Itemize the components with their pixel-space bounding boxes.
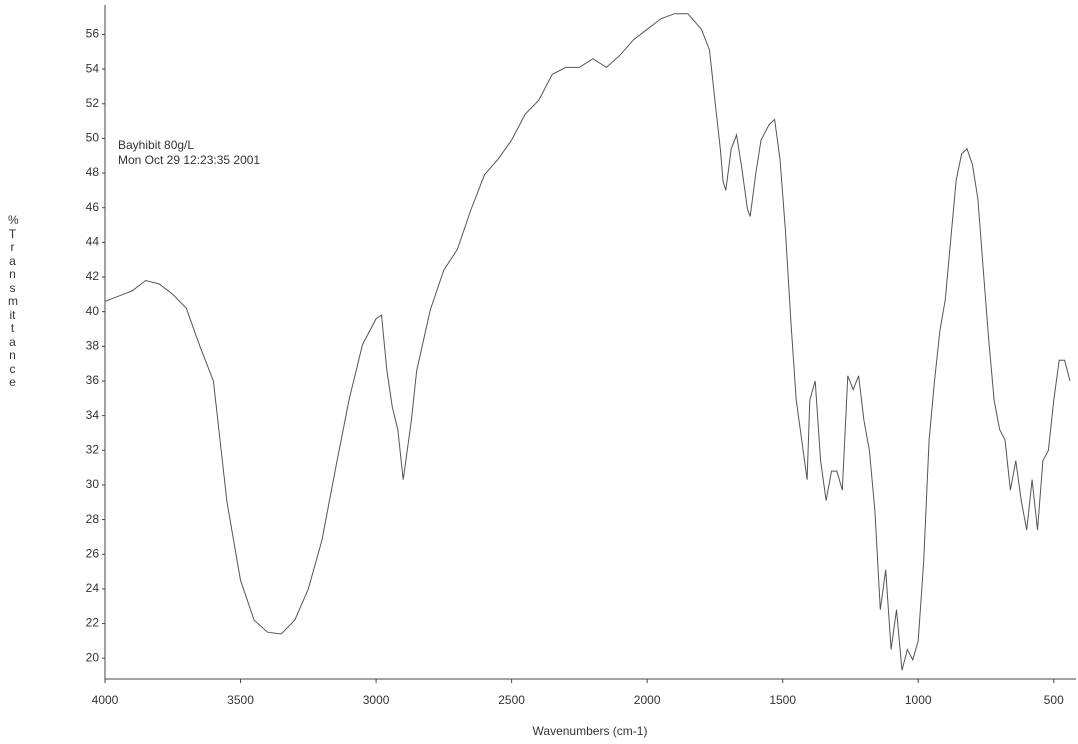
y-tick-label: 52 (86, 96, 100, 110)
y-tick-label: 38 (86, 339, 100, 353)
x-tick-label: 2000 (634, 693, 661, 707)
y-tick-label: 22 (86, 616, 100, 630)
x-axis-label: Wavenumbers (cm-1) (533, 724, 648, 738)
y-tick-label: 24 (86, 581, 100, 595)
y-tick-label: 42 (86, 269, 100, 283)
x-tick-label: 3000 (363, 693, 390, 707)
y-axis-label: %Transmittance (8, 214, 17, 390)
y-tick-label: 28 (86, 512, 100, 526)
y-tick-label: 50 (86, 131, 100, 145)
chart: Bayhibit 80g/L Mon Oct 29 12:23:35 2001 … (0, 0, 1078, 744)
annotation: Bayhibit 80g/L (118, 138, 194, 152)
page: %Transmittance Bayhibit 80g/L Mon Oct 29… (0, 0, 1078, 744)
y-tick-label: 32 (86, 442, 100, 456)
x-tick-label: 4000 (92, 693, 119, 707)
y-tick-label: 26 (86, 546, 100, 560)
y-tick-label: 20 (86, 650, 100, 664)
x-tick-label: 3500 (227, 693, 254, 707)
x-tick-label: 1500 (769, 693, 796, 707)
y-tick-label: 34 (86, 408, 100, 422)
y-tick-label: 36 (86, 373, 100, 387)
y-tick-label: 48 (86, 165, 100, 179)
x-tick-label: 1000 (905, 693, 932, 707)
y-tick-label: 40 (86, 304, 100, 318)
y-tick-label: 54 (86, 61, 100, 75)
y-tick-label: 30 (86, 477, 100, 491)
annotation: Mon Oct 29 12:23:35 2001 (118, 153, 260, 167)
x-tick-label: 2500 (498, 693, 525, 707)
spectrum-line (105, 14, 1070, 671)
y-tick-label: 44 (86, 235, 100, 249)
y-tick-label: 46 (86, 200, 100, 214)
x-tick-label: 500 (1044, 693, 1064, 707)
y-tick-label: 56 (86, 27, 100, 41)
